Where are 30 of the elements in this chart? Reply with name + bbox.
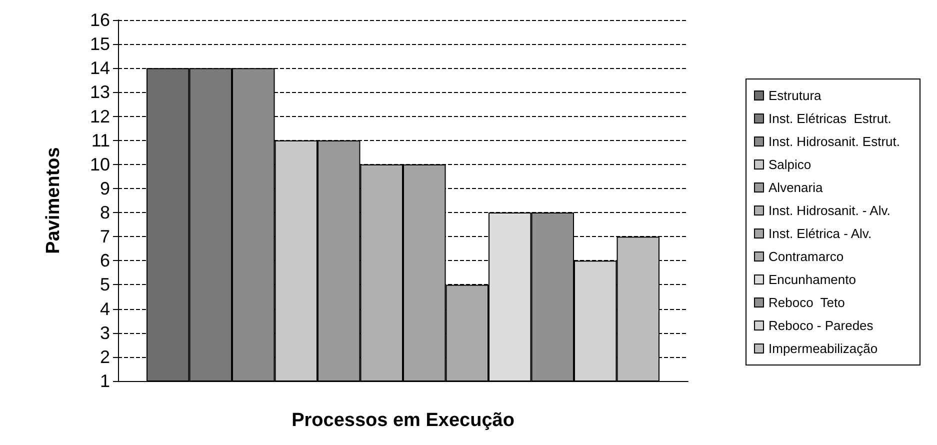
- y-tick-label: 16: [90, 10, 110, 30]
- y-tick-label: 13: [90, 82, 110, 102]
- legend-label: Inst. Hidrosanit. Estrut.: [768, 134, 900, 149]
- x-axis-title: Processos em Execução: [292, 410, 514, 431]
- y-tick-label: 9: [100, 178, 110, 198]
- y-tick-label: 4: [100, 298, 110, 319]
- y-tick-label: 12: [90, 106, 110, 126]
- y-tick-label: 1: [100, 371, 110, 391]
- legend-label: Reboco - Paredes: [768, 318, 874, 333]
- y-tick-label: 5: [100, 274, 110, 295]
- y-tick-label: 15: [90, 34, 110, 54]
- y-tick-label: 8: [100, 202, 110, 223]
- legend-label: Alvenaria: [768, 180, 824, 195]
- legend-label: Estrutura: [768, 88, 822, 103]
- legend-label: Impermeabilização: [768, 341, 878, 356]
- legend-label: Salpico: [768, 157, 812, 172]
- y-tick-label: 2: [100, 346, 110, 367]
- y-tick-label: 11: [91, 130, 110, 150]
- legend-label: Encunhamento: [768, 272, 856, 287]
- y-tick-label: 3: [100, 322, 110, 343]
- legend-label: Inst. Hidrosanit. - Alv.: [768, 203, 890, 218]
- y-tick-label: 10: [90, 154, 110, 174]
- legend-label: Inst. Elétricas Estrut.: [768, 111, 892, 126]
- y-tick-label: 14: [90, 58, 110, 78]
- legend-label: Contramarco: [768, 249, 844, 264]
- y-tick-label: 7: [100, 226, 110, 247]
- y-tick-label: 6: [100, 250, 110, 271]
- legend-label: Inst. Elétrica - Alv.: [768, 226, 872, 241]
- y-axis-title: Pavimentos: [43, 147, 64, 254]
- legend-label: Reboco Teto: [768, 295, 845, 310]
